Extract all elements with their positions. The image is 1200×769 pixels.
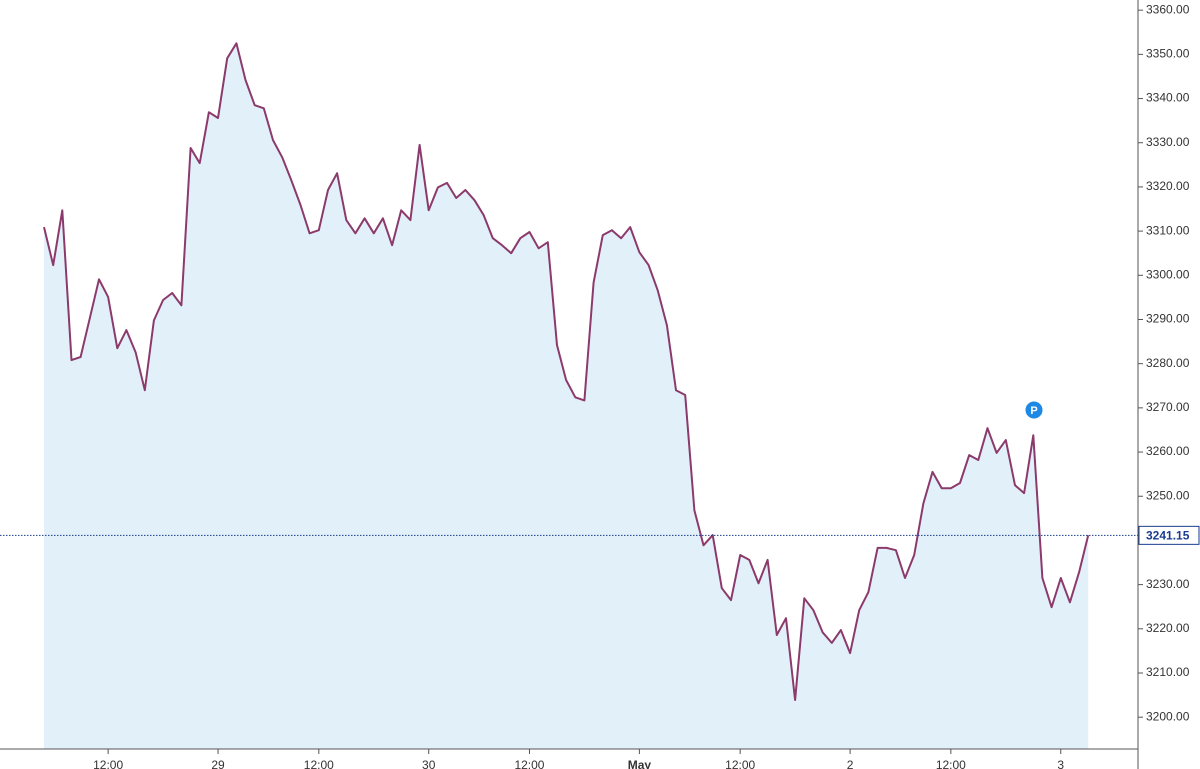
last-value-label: 3241.15: [1146, 529, 1190, 543]
x-tick-label: 12:00: [93, 758, 123, 769]
x-tick-label: 3: [1057, 758, 1064, 769]
y-tick-label: 3280.00: [1146, 356, 1190, 370]
x-tick-label: 30: [422, 758, 436, 769]
y-tick-label: 3270.00: [1146, 400, 1190, 414]
y-tick-label: 3250.00: [1146, 488, 1190, 502]
x-tick-label: 12:00: [725, 758, 755, 769]
y-tick-label: 3350.00: [1146, 47, 1190, 61]
x-tick-label: 12:00: [304, 758, 334, 769]
y-tick-label: 3210.00: [1146, 665, 1190, 679]
price-line: [43, 42, 1090, 701]
y-tick-label: 3220.00: [1146, 621, 1190, 635]
x-tick-label: 12:00: [936, 758, 966, 769]
y-tick-label: 3340.00: [1146, 91, 1190, 105]
y-tick-label: 3310.00: [1146, 223, 1190, 237]
event-marker: [1024, 400, 1044, 420]
y-tick-label: 3200.00: [1146, 709, 1190, 723]
last-value-box: [1138, 525, 1200, 545]
y-tick-label: 3260.00: [1146, 444, 1190, 458]
x-tick-label: 12:00: [514, 758, 544, 769]
y-tick-label: 3330.00: [1146, 135, 1190, 149]
x-tick-label: May: [628, 758, 652, 769]
x-tick-label: 29: [211, 758, 225, 769]
event-marker-label: P: [1030, 405, 1037, 417]
x-tick-label: 2: [847, 758, 854, 769]
y-tick-label: 3360.00: [1146, 2, 1190, 16]
y-tick-label: 3320.00: [1146, 179, 1190, 193]
y-tick-label: 3300.00: [1146, 267, 1190, 281]
y-tick-label: 3230.00: [1146, 577, 1190, 591]
y-tick-label: 3290.00: [1146, 312, 1190, 326]
